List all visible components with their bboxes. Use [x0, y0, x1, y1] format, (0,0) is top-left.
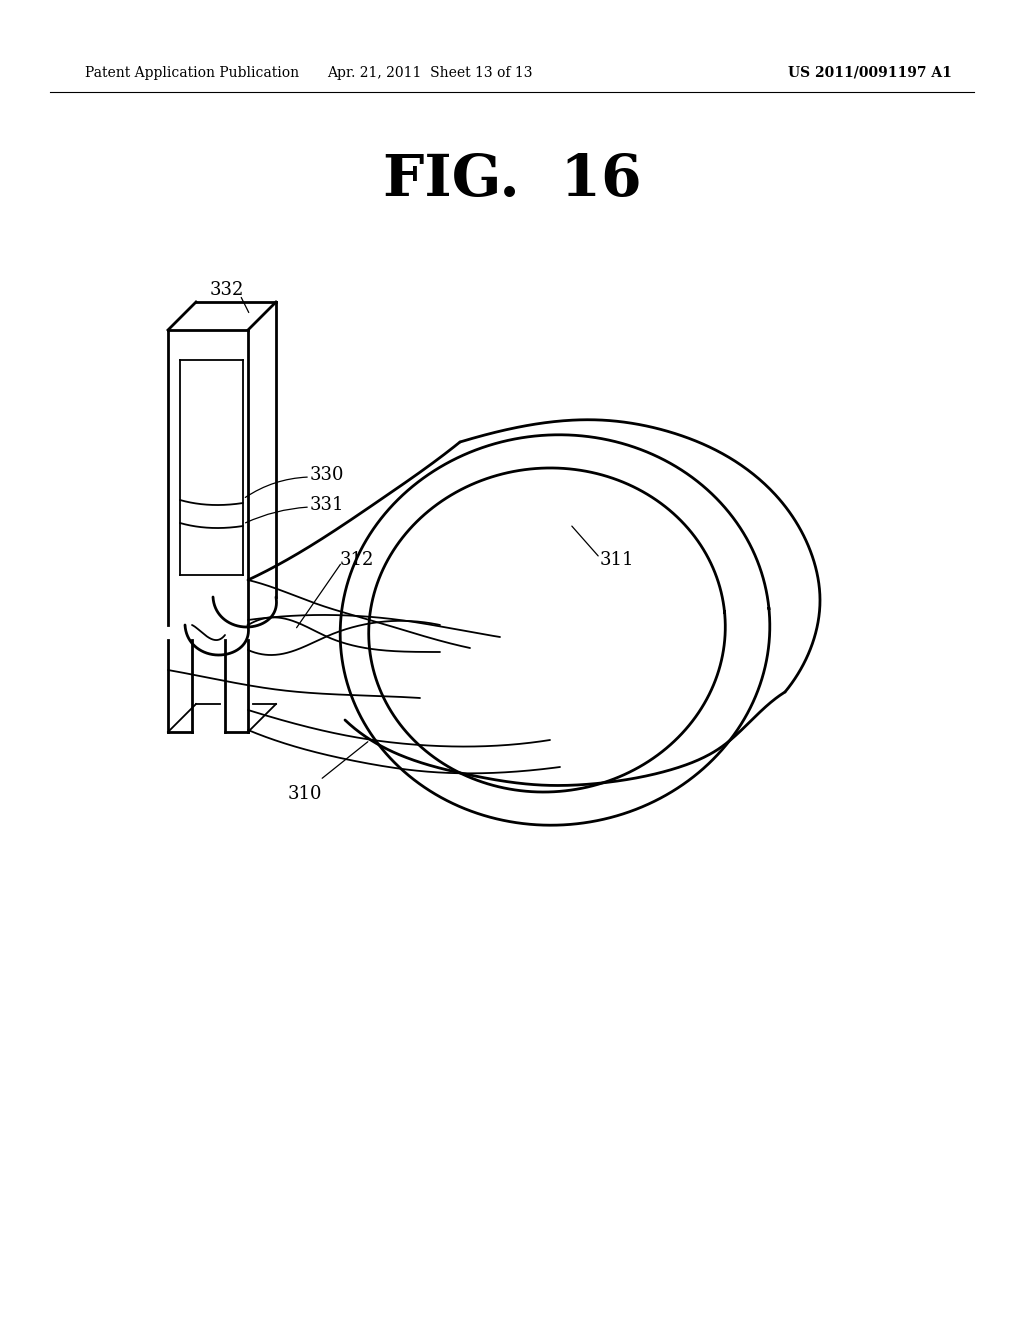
Text: 330: 330 — [310, 466, 344, 484]
Text: 332: 332 — [210, 281, 245, 300]
Text: Apr. 21, 2011  Sheet 13 of 13: Apr. 21, 2011 Sheet 13 of 13 — [328, 66, 532, 81]
Text: US 2011/0091197 A1: US 2011/0091197 A1 — [788, 66, 952, 81]
Text: Patent Application Publication: Patent Application Publication — [85, 66, 299, 81]
Text: 331: 331 — [310, 496, 344, 513]
Text: 311: 311 — [600, 550, 635, 569]
Text: 310: 310 — [288, 785, 323, 803]
Text: FIG.  16: FIG. 16 — [383, 152, 641, 209]
Text: 312: 312 — [340, 550, 375, 569]
